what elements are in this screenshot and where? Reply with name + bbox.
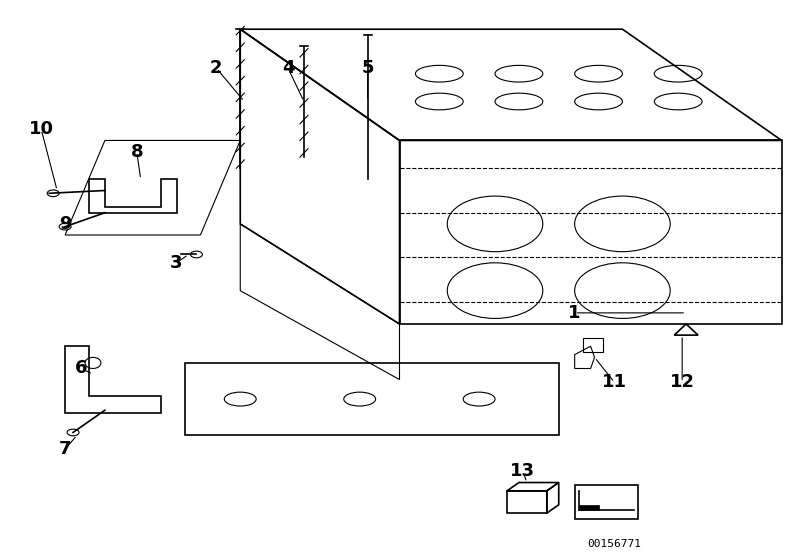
Ellipse shape bbox=[190, 251, 202, 258]
Text: 12: 12 bbox=[670, 373, 694, 391]
Text: 3: 3 bbox=[170, 254, 183, 272]
Text: 00156771: 00156771 bbox=[587, 539, 642, 549]
Text: 6: 6 bbox=[75, 359, 87, 377]
Text: 5: 5 bbox=[361, 59, 374, 77]
Text: 10: 10 bbox=[29, 120, 54, 138]
Text: 9: 9 bbox=[59, 215, 71, 233]
Text: 2: 2 bbox=[210, 59, 223, 77]
Text: 8: 8 bbox=[130, 143, 143, 160]
FancyBboxPatch shape bbox=[578, 505, 598, 510]
Text: 7: 7 bbox=[59, 440, 71, 458]
Ellipse shape bbox=[59, 224, 71, 230]
Ellipse shape bbox=[67, 429, 79, 436]
Text: 1: 1 bbox=[568, 304, 581, 322]
Text: 13: 13 bbox=[511, 462, 535, 480]
Text: 4: 4 bbox=[282, 59, 294, 77]
Text: 11: 11 bbox=[602, 373, 627, 391]
Ellipse shape bbox=[47, 190, 59, 197]
